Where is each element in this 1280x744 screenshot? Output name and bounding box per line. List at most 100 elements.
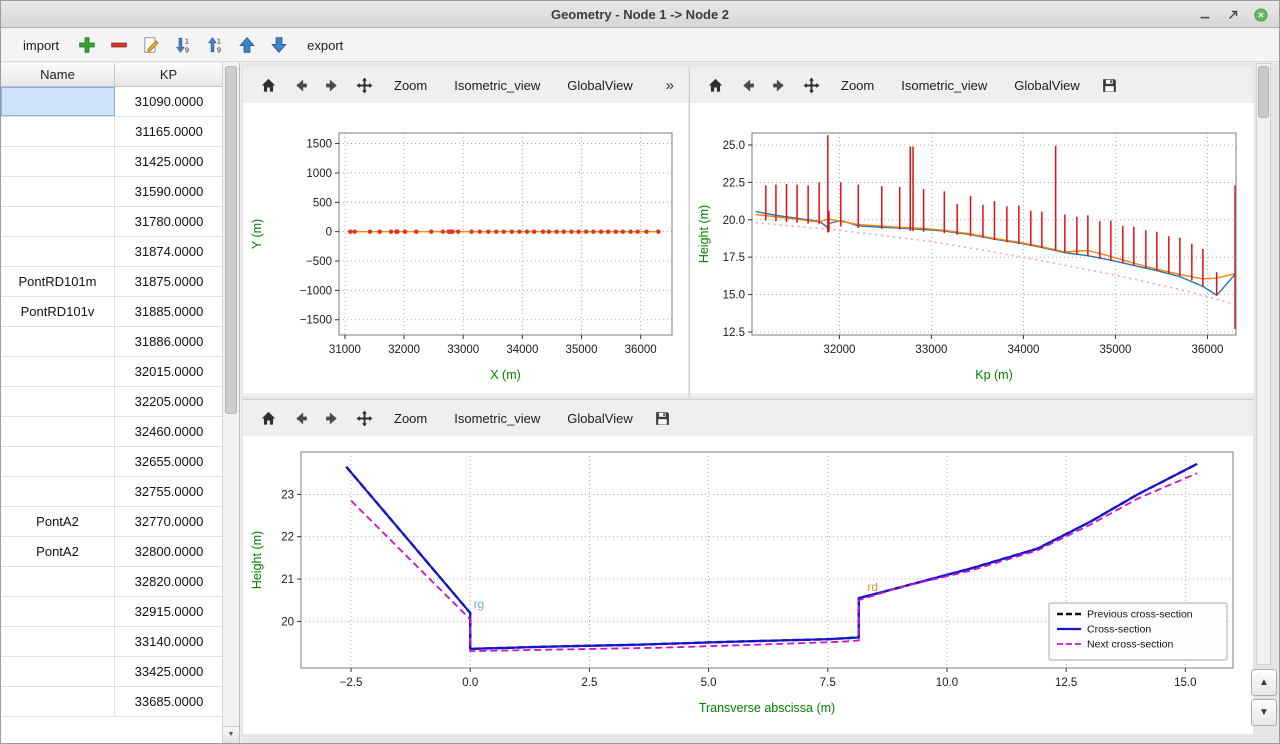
zoom-button[interactable]: Zoom xyxy=(394,77,428,93)
cell-kp[interactable]: 31165.0000 xyxy=(135,124,203,139)
cell-name[interactable] xyxy=(1,237,115,266)
cell-name[interactable] xyxy=(1,567,115,596)
cell-kp[interactable]: 32460.0000 xyxy=(134,424,204,439)
table-row[interactable]: 31590.0000 xyxy=(1,177,223,207)
cell-kp[interactable]: 31875.0000 xyxy=(134,274,204,289)
isometric-view-button[interactable]: Isometric_view xyxy=(454,77,541,93)
cell-name[interactable]: PontA2 xyxy=(1,537,115,566)
cell-name[interactable]: PontRD101v xyxy=(1,297,115,326)
cell-kp[interactable]: 32655.0000 xyxy=(134,454,204,469)
column-header-name[interactable]: Name xyxy=(1,63,115,86)
cell-kp[interactable]: 31885.0000 xyxy=(134,304,204,319)
cell-kp[interactable]: 31874.0000 xyxy=(134,244,204,259)
forward-icon[interactable] xyxy=(319,405,346,432)
cell-name[interactable]: PontA2 xyxy=(1,507,115,536)
cell-name[interactable] xyxy=(1,147,115,176)
close-button[interactable] xyxy=(1253,7,1269,23)
table-row[interactable]: 31425.0000 xyxy=(1,147,223,177)
save-icon[interactable] xyxy=(1096,72,1123,99)
cell-kp[interactable]: 31886.0000 xyxy=(134,334,204,349)
cell-kp[interactable]: 32015.0000 xyxy=(134,364,204,379)
cross-section-canvas[interactable]: −2.5 0.0 2.5 5.0 7.5 10.0 12.5 15.0 20 21 22 23 Tran… xyxy=(243,436,1253,734)
table-row[interactable]: 32655.0000 xyxy=(1,447,223,477)
forward-icon[interactable] xyxy=(766,72,793,99)
scroll-up-button[interactable]: ▲ xyxy=(1251,669,1277,696)
table-row[interactable]: 32820.0000 xyxy=(1,567,223,597)
profile-view-canvas[interactable]: 32000 33000 34000 35000 36000 12.5 15.0 17.5 20.… xyxy=(690,103,1254,393)
cell-kp[interactable]: 33685.0000 xyxy=(134,694,204,709)
back-icon[interactable] xyxy=(734,72,761,99)
table-row[interactable]: 31165.0000 xyxy=(1,117,223,147)
back-icon[interactable] xyxy=(287,72,314,99)
cell-name[interactable] xyxy=(1,477,115,506)
table-row[interactable]: PontRD101m 31875.0000 xyxy=(1,267,223,297)
table-row[interactable]: 31090.0000 xyxy=(1,87,223,117)
cell-kp[interactable]: 32820.0000 xyxy=(134,574,204,589)
table-row[interactable]: 31780.0000 xyxy=(1,207,223,237)
maximize-button[interactable] xyxy=(1225,7,1241,23)
cell-name[interactable] xyxy=(1,117,115,146)
table-row[interactable]: 32015.0000 xyxy=(1,357,223,387)
cell-kp[interactable]: 32800.0000 xyxy=(134,544,204,559)
main-scrollbar[interactable] xyxy=(1256,63,1271,665)
cell-name[interactable] xyxy=(1,597,115,626)
cell-name[interactable] xyxy=(1,687,115,716)
table-row[interactable]: 31874.0000 xyxy=(1,237,223,267)
table-scroll-down-button[interactable]: ▼ xyxy=(223,726,239,743)
table-row[interactable]: 32205.0000 xyxy=(1,387,223,417)
home-icon[interactable] xyxy=(255,405,282,432)
cell-kp[interactable]: 31780.0000 xyxy=(134,214,204,229)
table-row[interactable]: 33685.0000 xyxy=(1,687,223,717)
table-scrollbar-thumb[interactable] xyxy=(225,66,237,414)
cell-kp[interactable]: 32770.0000 xyxy=(134,514,204,529)
pan-icon[interactable] xyxy=(351,72,378,99)
isometric-view-button[interactable]: Isometric_view xyxy=(901,77,988,93)
table-row[interactable]: 32915.0000 xyxy=(1,597,223,627)
zoom-button[interactable]: Zoom xyxy=(394,410,428,426)
overflow-icon[interactable]: » xyxy=(665,76,674,94)
move-up-icon[interactable] xyxy=(235,33,259,57)
table-row[interactable]: PontRD101v 31885.0000 xyxy=(1,297,223,327)
global-view-button[interactable]: GlobalView xyxy=(1014,77,1080,93)
import-label[interactable]: import xyxy=(23,37,60,53)
cell-kp[interactable]: 33140.0000 xyxy=(134,634,204,649)
cell-name[interactable] xyxy=(1,657,115,686)
add-icon[interactable] xyxy=(75,33,99,57)
cell-kp[interactable]: 32915.0000 xyxy=(134,604,204,619)
table-row[interactable]: 33425.0000 xyxy=(1,657,223,687)
pan-icon[interactable] xyxy=(351,405,378,432)
cell-name[interactable] xyxy=(1,207,115,236)
cell-name[interactable] xyxy=(1,177,115,206)
cell-name[interactable] xyxy=(1,87,115,116)
column-header-kp[interactable]: KP xyxy=(115,63,223,86)
table-row[interactable]: PontA2 32770.0000 xyxy=(1,507,223,537)
global-view-button[interactable]: GlobalView xyxy=(567,410,633,426)
home-icon[interactable] xyxy=(702,72,729,99)
main-scrollbar-thumb[interactable] xyxy=(1258,66,1269,118)
table-row[interactable]: 32755.0000 xyxy=(1,477,223,507)
table-row[interactable]: 33140.0000 xyxy=(1,627,223,657)
cell-name[interactable] xyxy=(1,627,115,656)
scroll-down-button[interactable]: ▼ xyxy=(1251,699,1277,726)
save-icon[interactable] xyxy=(649,405,676,432)
cell-name[interactable] xyxy=(1,357,115,386)
cell-name[interactable] xyxy=(1,387,115,416)
cell-name[interactable] xyxy=(1,447,115,476)
edit-icon[interactable] xyxy=(139,33,163,57)
cell-name[interactable]: PontRD101m xyxy=(1,267,115,296)
cell-kp[interactable]: 31590.0000 xyxy=(134,184,204,199)
cell-kp[interactable]: 31090.0000 xyxy=(134,94,204,109)
forward-icon[interactable] xyxy=(319,72,346,99)
minimize-button[interactable] xyxy=(1197,7,1213,23)
move-down-icon[interactable] xyxy=(267,33,291,57)
isometric-view-button[interactable]: Isometric_view xyxy=(454,410,541,426)
cell-kp[interactable]: 32755.0000 xyxy=(134,484,204,499)
table-row[interactable]: 32460.0000 xyxy=(1,417,223,447)
back-icon[interactable] xyxy=(287,405,314,432)
remove-icon[interactable] xyxy=(107,33,131,57)
cell-kp[interactable]: 32205.0000 xyxy=(134,394,204,409)
cell-kp[interactable]: 33425.0000 xyxy=(134,664,204,679)
cell-kp[interactable]: 31425.0000 xyxy=(134,154,204,169)
